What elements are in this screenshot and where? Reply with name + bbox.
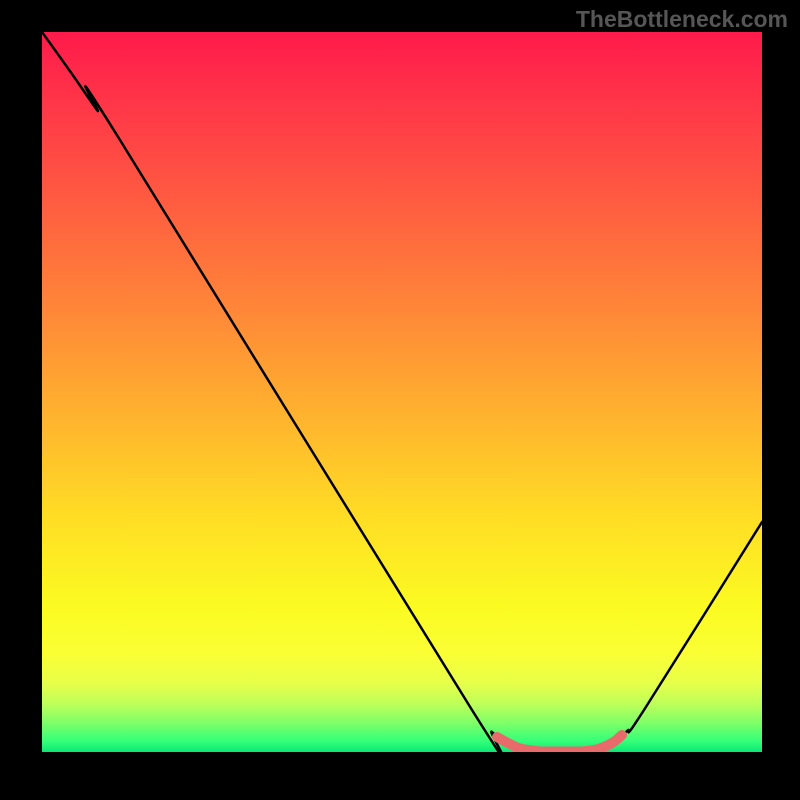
plot-area — [42, 32, 762, 752]
chart-frame: TheBottleneck.com — [0, 0, 800, 800]
gradient-background — [42, 32, 762, 752]
gradient-chart-svg — [42, 32, 762, 752]
watermark-text: TheBottleneck.com — [576, 6, 788, 33]
